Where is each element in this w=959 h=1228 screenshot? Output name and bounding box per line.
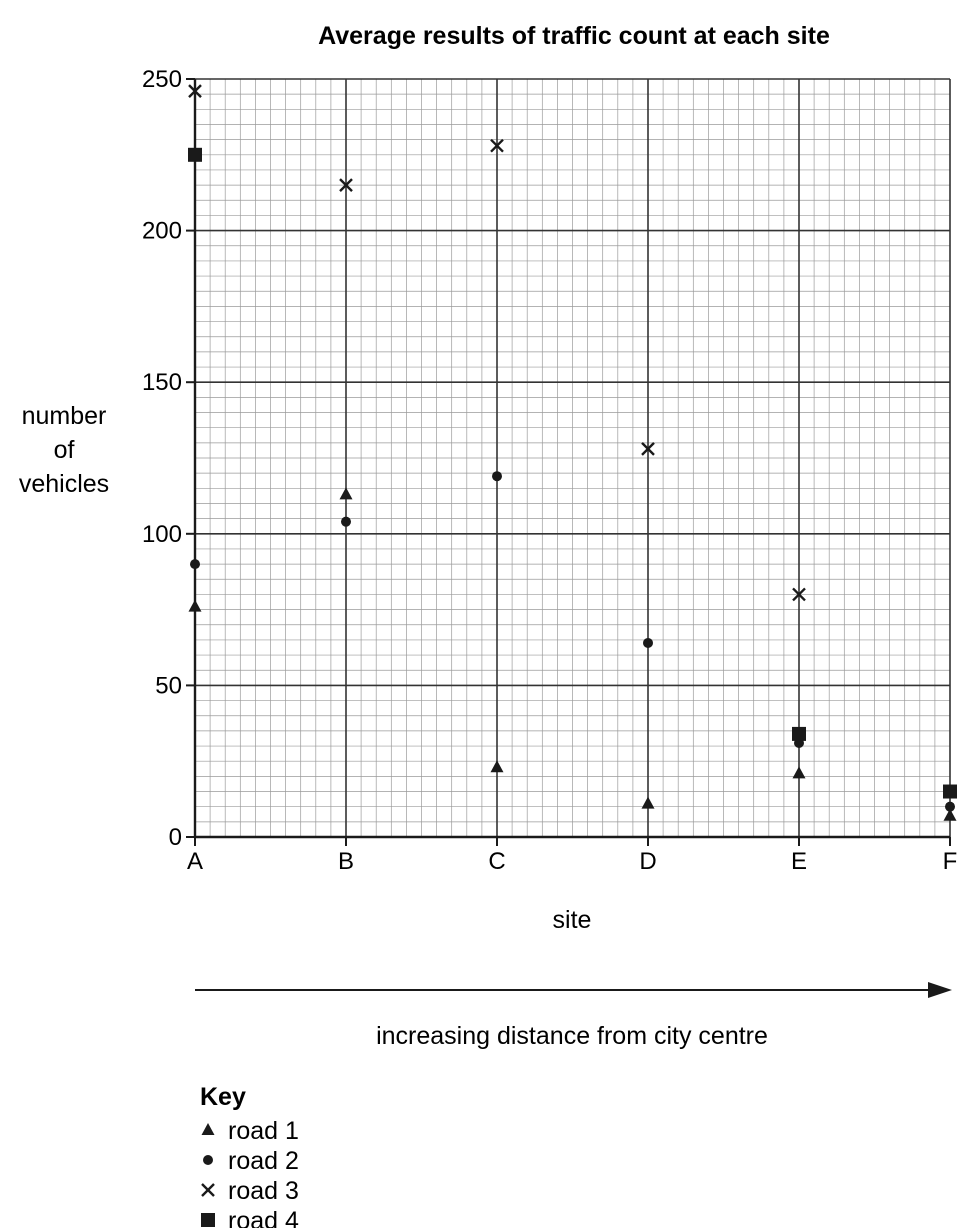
y-tick-label: 200 [142,218,182,245]
data-point-series-1 [792,766,806,779]
data-point-series-4 [943,784,957,799]
x-tick-labels: A B C D E F [187,837,957,875]
legend-title: Key [200,1083,246,1111]
data-points [188,84,957,821]
data-point-series-2 [190,559,200,570]
data-point-series-3 [188,84,202,98]
distance-arrow [195,982,952,998]
legend-square-icon [201,1213,215,1227]
y-axis-label: number of vehicles [19,402,109,498]
data-point-series-1 [339,487,353,500]
data-point-series-2 [945,801,955,812]
legend-circle-icon [203,1155,213,1165]
x-tick-label: D [639,848,656,875]
data-point-series-3 [792,587,806,602]
x-axis-label: site [553,906,592,934]
y-axis-label-line-2: of [54,436,75,464]
x-tick-label: E [791,848,807,875]
data-point-series-1 [641,796,655,809]
legend-item: road 2 [203,1147,299,1175]
legend-label: road 2 [228,1147,299,1175]
legend-cross-icon [201,1183,215,1197]
legend-label: road 3 [228,1177,299,1205]
x-tick-label: C [488,848,505,875]
data-point-series-1 [188,599,202,612]
data-point-series-1 [490,760,504,773]
distance-arrow-head [928,982,952,998]
distance-annotation: increasing distance from city centre [376,1022,768,1050]
y-axis-label-line-1: number [22,402,107,430]
data-point-series-3 [339,178,353,192]
legend-item: road 1 [201,1117,299,1145]
data-point-series-1 [943,808,957,821]
chart-title: Average results of traffic count at each… [318,22,830,50]
axes [193,79,950,839]
y-tick-label: 250 [142,66,182,93]
y-axis-label-line-3: vehicles [19,470,109,498]
data-point-series-4 [792,726,806,741]
x-tick-label: B [338,848,354,875]
y-tick-label: 100 [142,521,182,548]
y-tick-label: 0 [169,824,182,851]
y-tick-label: 50 [155,672,182,699]
legend-item: road 4 [201,1207,299,1228]
legend-item: road 3 [201,1177,299,1205]
minor-gridlines [195,79,950,837]
y-tick-label: 150 [142,369,182,396]
legend-label: road 4 [228,1207,299,1228]
data-point-series-3 [490,138,504,153]
legend-triangle-icon [201,1123,215,1135]
data-point-series-4 [188,147,202,162]
data-point-series-2 [643,637,653,648]
data-point-series-2 [341,516,351,527]
y-tick-labels: 0 50 100 150 200 250 [142,66,195,851]
data-point-series-3 [641,442,655,456]
data-point-series-2 [492,471,502,482]
x-tick-label: A [187,848,203,875]
legend-label: road 1 [228,1117,299,1145]
x-tick-label: F [943,848,958,875]
